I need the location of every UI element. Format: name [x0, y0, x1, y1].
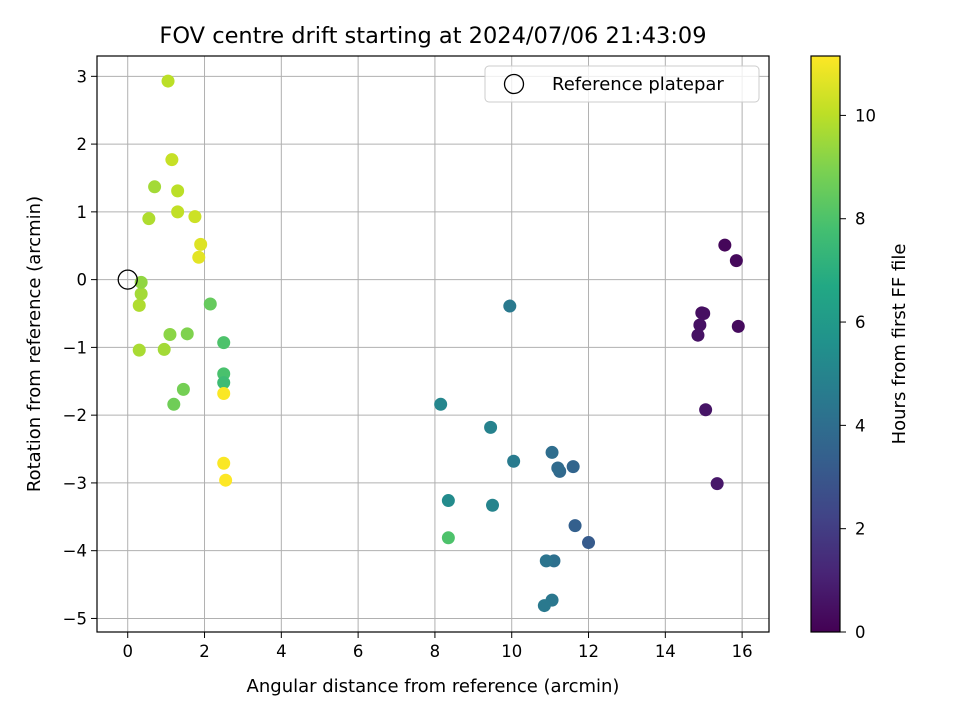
data-point — [710, 477, 724, 491]
data-point — [171, 205, 185, 219]
data-point — [486, 498, 500, 512]
x-tick-label: 16 — [732, 642, 753, 661]
x-tick-label: 12 — [578, 642, 599, 661]
data-point — [148, 180, 162, 194]
x-tick-label: 14 — [655, 642, 676, 661]
data-point — [693, 318, 707, 332]
data-point — [441, 494, 455, 508]
x-tick-label: 8 — [430, 642, 441, 661]
data-point — [731, 319, 745, 333]
data-point — [132, 343, 146, 357]
data-point — [134, 287, 148, 301]
data-point — [507, 454, 521, 468]
y-tick-label: 3 — [77, 67, 88, 86]
data-point — [217, 386, 231, 400]
data-point — [134, 275, 148, 289]
data-point — [194, 237, 208, 251]
data-point — [729, 254, 743, 268]
colorbar-tick-label: 2 — [855, 520, 866, 539]
reference-point-marker — [117, 269, 138, 290]
data-point — [217, 456, 231, 470]
y-tick-label: 1 — [77, 203, 88, 222]
data-point — [219, 473, 233, 487]
y-tick-label: 0 — [77, 271, 88, 290]
x-tick-label: 4 — [276, 642, 287, 661]
x-tick-label: 6 — [353, 642, 364, 661]
x-tick-label: 2 — [199, 642, 210, 661]
data-point — [691, 328, 705, 342]
data-point — [157, 342, 171, 356]
data-point — [142, 212, 156, 226]
data-point — [188, 210, 202, 224]
data-point — [582, 536, 596, 550]
colorbar-tick-label: 6 — [855, 313, 866, 332]
data-point — [537, 599, 551, 613]
data-point — [697, 307, 711, 321]
colorbar-ticks: 0 2 4 6 8 10 — [840, 106, 876, 642]
x-axis-ticks: 0 2 4 6 8 10 12 14 16 — [122, 632, 753, 661]
data-point — [171, 184, 185, 198]
grid-lines — [97, 56, 769, 632]
legend-box — [484, 65, 760, 103]
y-tick-label: −5 — [63, 609, 87, 628]
x-tick-label: 0 — [122, 642, 133, 661]
y-tick-label: −2 — [63, 406, 87, 425]
y-tick-label: −1 — [63, 338, 87, 357]
colorbar-label: Hours from first FF file — [889, 244, 910, 445]
data-point — [176, 382, 190, 396]
data-point — [163, 328, 177, 342]
data-point — [568, 519, 582, 533]
y-tick-label: 2 — [77, 135, 88, 154]
data-points — [132, 74, 745, 613]
data-point — [551, 461, 565, 475]
colorbar-gradient — [811, 56, 840, 632]
y-axis-ticks: −5 −4 −3 −2 −1 0 1 2 3 — [63, 67, 97, 628]
data-point — [203, 297, 217, 311]
y-tick-label: −4 — [63, 542, 87, 561]
colorbar-frame — [810, 55, 841, 633]
plot-frame — [96, 55, 770, 633]
x-axis-label: Angular distance from reference (arcmin) — [247, 676, 620, 697]
data-point — [434, 397, 448, 411]
colorbar: 0 2 4 6 8 10 Hours from first FF file — [810, 55, 910, 642]
data-point — [180, 327, 194, 341]
reference-point — [117, 269, 138, 290]
legend-marker — [503, 73, 525, 95]
y-axis-label: Rotation from reference (arcmin) — [24, 196, 45, 492]
colorbar-tick-label: 10 — [855, 106, 876, 125]
data-point — [718, 238, 732, 252]
colorbar-tick-label: 4 — [855, 416, 866, 435]
colorbar-tick-label: 8 — [855, 210, 866, 229]
data-point — [192, 250, 206, 264]
y-tick-label: −3 — [63, 474, 87, 493]
colorbar-tick-label: 0 — [855, 623, 866, 642]
data-point — [161, 74, 175, 88]
data-point — [132, 298, 146, 312]
chart-title: FOV centre drift starting at 2024/07/06 … — [159, 23, 706, 49]
data-point — [167, 397, 181, 411]
data-point — [441, 531, 455, 545]
data-point — [217, 376, 231, 390]
legend: Reference platepar — [484, 65, 760, 103]
data-point — [165, 153, 179, 167]
data-point — [484, 420, 498, 434]
data-point — [539, 554, 553, 568]
data-point — [503, 299, 517, 313]
data-point — [217, 336, 231, 350]
data-point — [566, 460, 580, 474]
data-point — [699, 403, 713, 417]
x-tick-label: 10 — [501, 642, 522, 661]
data-point — [545, 445, 559, 459]
legend-label: Reference platepar — [552, 74, 724, 95]
